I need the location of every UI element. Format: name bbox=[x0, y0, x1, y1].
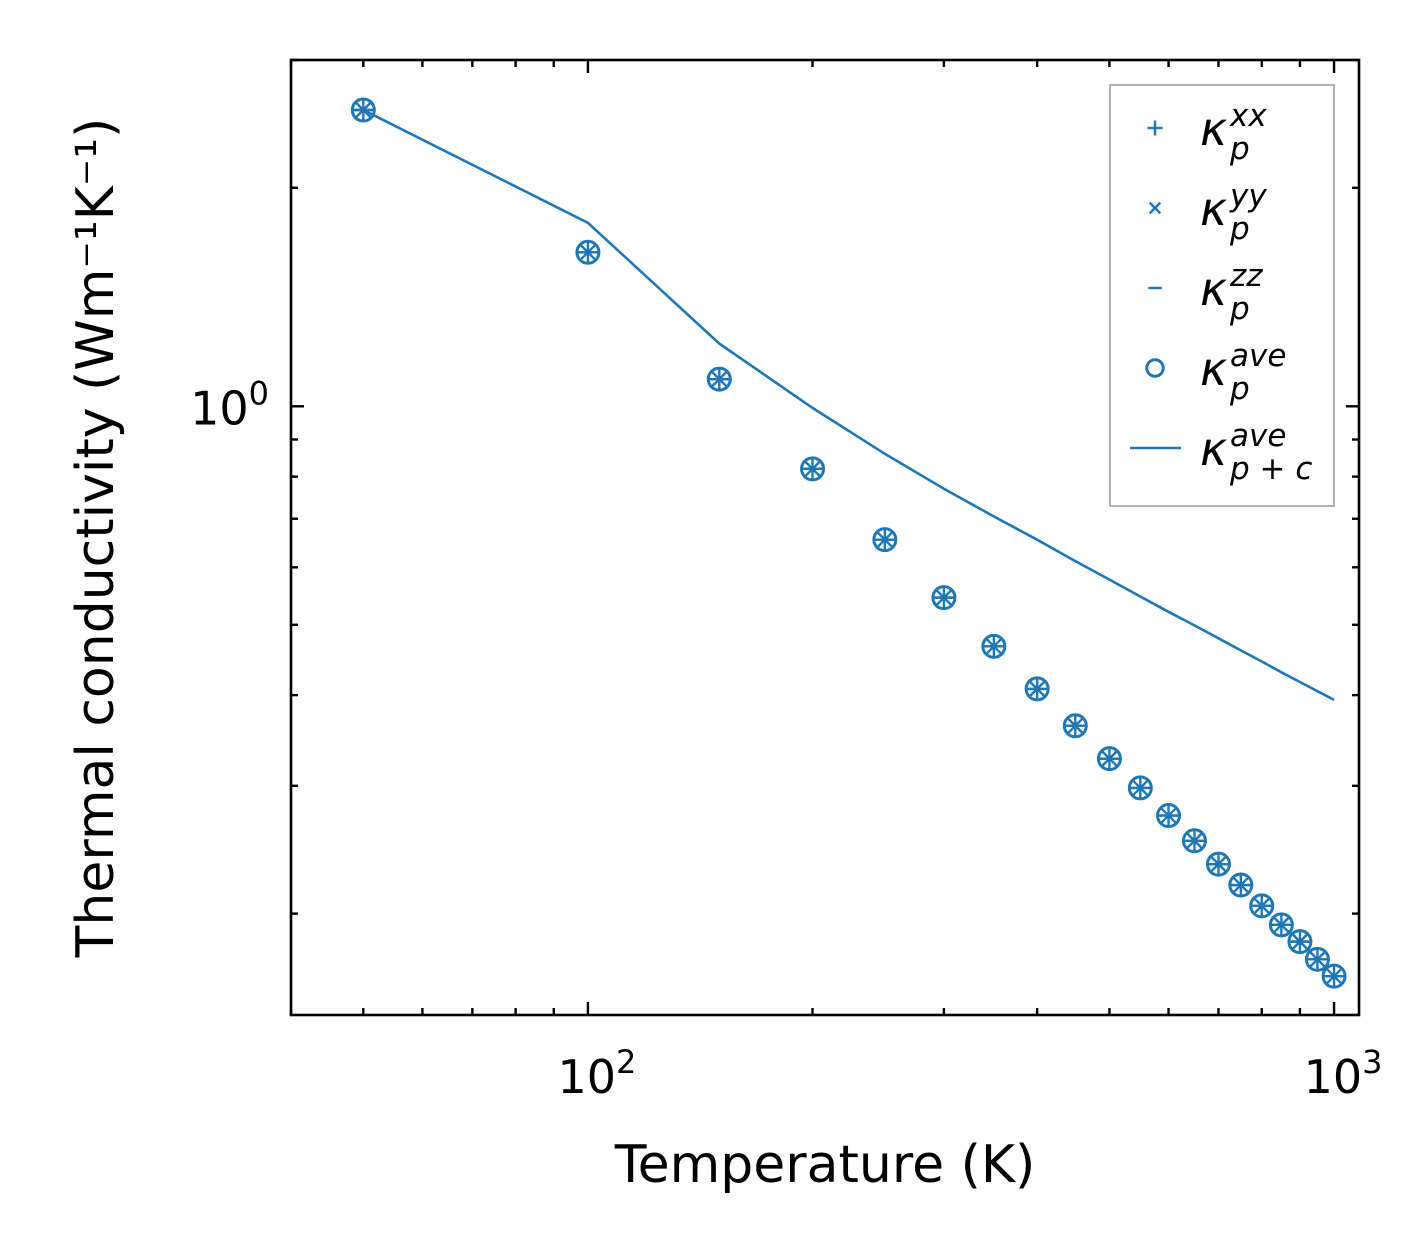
x-tick-label: 103 bbox=[1304, 1043, 1383, 1104]
data-point-kappa_p_ave bbox=[1127, 775, 1153, 801]
legend-marker-handle bbox=[1147, 120, 1163, 136]
legend-marker-handle bbox=[1145, 358, 1165, 378]
data-point-kappa_p_ave bbox=[1287, 929, 1313, 955]
legend-label-subscript: p bbox=[1229, 211, 1250, 247]
legend-label-subscript: p bbox=[1229, 371, 1250, 407]
data-point-kappa_p_ave bbox=[350, 97, 376, 123]
legend-label: κ bbox=[1200, 182, 1227, 236]
x-tick-label: 102 bbox=[557, 1043, 636, 1104]
data-point-kappa_p_ave bbox=[1181, 828, 1207, 854]
data-point-kappa_p_ave bbox=[981, 633, 1007, 659]
data-point-kappa_p_ave bbox=[1321, 963, 1347, 989]
data-point-kappa_p_ave bbox=[1156, 803, 1182, 829]
data-series bbox=[350, 97, 1347, 989]
legend-label-superscript: yy bbox=[1229, 178, 1267, 214]
series-kappa_p_ave bbox=[350, 97, 1347, 989]
data-point-kappa_p_ave bbox=[1249, 893, 1275, 919]
series-kappa_p_zz bbox=[354, 108, 1344, 978]
x-axis-label: Temperature (K) bbox=[614, 1135, 1036, 1195]
legend-label-subscript: p bbox=[1229, 291, 1250, 327]
series-line-kappa_p+c_ave bbox=[362, 108, 1335, 702]
legend-label-subscript: p bbox=[1229, 131, 1250, 167]
legend-label-subscript: p + c bbox=[1229, 451, 1312, 487]
data-point-kappa_p_ave bbox=[575, 239, 601, 265]
legend-box bbox=[1109, 84, 1335, 507]
legend-entry: κ yyp bbox=[1148, 178, 1267, 247]
data-point-kappa_p_ave bbox=[1268, 912, 1294, 938]
legend-label: κ bbox=[1200, 102, 1227, 156]
legend-label-superscript: ave bbox=[1230, 418, 1286, 454]
data-point-kappa_p_ave bbox=[800, 456, 826, 482]
data-point-kappa_p_ave bbox=[931, 585, 957, 611]
y-tick-label: 100 bbox=[190, 374, 269, 435]
legend-label-superscript: zz bbox=[1229, 258, 1263, 294]
data-point-kappa_p_ave bbox=[1205, 851, 1231, 877]
data-point-kappa_p_ave bbox=[872, 527, 898, 553]
legend-label-superscript: xx bbox=[1229, 98, 1267, 134]
legend-label: κ bbox=[1200, 422, 1227, 476]
data-point-kappa_p_ave bbox=[1228, 872, 1254, 898]
data-point-kappa_p_ave bbox=[1096, 746, 1122, 772]
data-point-kappa_p_ave bbox=[706, 366, 732, 392]
plot-frame bbox=[289, 58, 1361, 1017]
legend-label: κ bbox=[1200, 342, 1227, 396]
legend-entry: κ xxp bbox=[1147, 98, 1267, 167]
legend-label: κ bbox=[1200, 262, 1227, 316]
data-point-kappa_p_ave bbox=[1024, 676, 1050, 702]
data-point-kappa_p_ave bbox=[1304, 946, 1330, 972]
data-point-kappa_p_ave bbox=[1062, 713, 1088, 739]
tick-labels: 102 103 100 bbox=[190, 374, 1382, 1104]
legend-entry: κ zzp bbox=[1148, 258, 1263, 327]
legend-label-superscript: ave bbox=[1230, 338, 1286, 374]
y-axis-label: Thermal conductivity (Wm⁻¹K⁻¹) bbox=[66, 118, 126, 959]
legend-marker-handle bbox=[1148, 201, 1162, 215]
